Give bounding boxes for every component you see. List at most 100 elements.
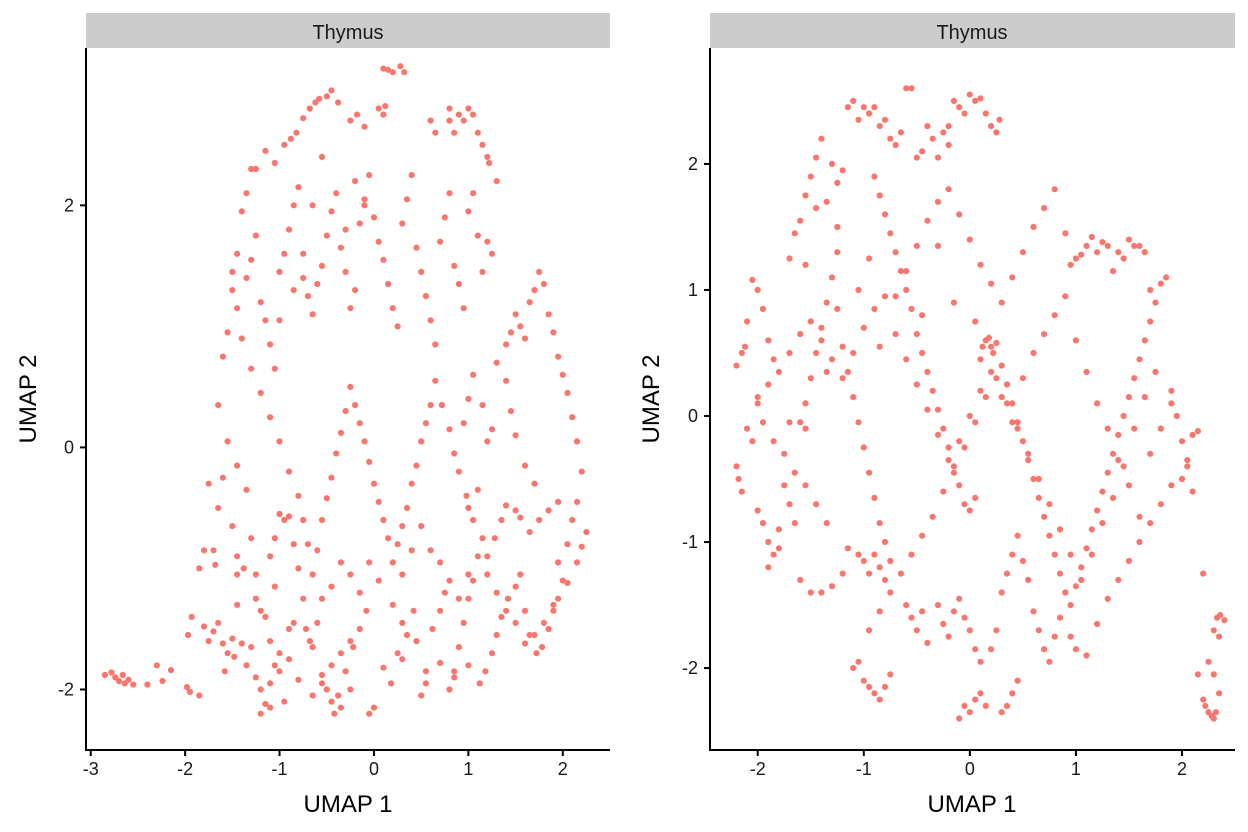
x-ticks: -3 -2 -1 0 1 2: [83, 750, 568, 779]
data-point: [1178, 438, 1186, 445]
data-point: [342, 226, 349, 233]
data-point: [451, 450, 458, 457]
data-point: [229, 523, 236, 530]
data-point: [876, 564, 883, 571]
data-point: [262, 613, 269, 621]
data-point: [866, 255, 873, 262]
data-point: [1067, 633, 1074, 640]
data-point: [1083, 242, 1090, 249]
data-point: [839, 343, 846, 350]
data-point: [791, 469, 798, 476]
data-point: [876, 520, 883, 527]
data-point: [314, 547, 321, 554]
data-point: [913, 242, 920, 249]
data-point: [1136, 356, 1143, 363]
data-point: [323, 495, 330, 502]
data-point: [493, 178, 500, 185]
data-point: [293, 129, 300, 136]
data-point: [394, 650, 401, 657]
data-point: [807, 318, 814, 325]
data-point: [474, 129, 481, 136]
data-point: [934, 154, 942, 161]
y-tick-label: -1: [682, 532, 698, 552]
data-point: [1083, 545, 1090, 552]
panel-right: Thymus -2 -1 0 1 2 -2 -1 0 1 2 UMAP 1 UMAP 2: [638, 13, 1235, 818]
data-point: [356, 589, 363, 596]
data-point: [887, 671, 894, 678]
data-point: [1046, 532, 1053, 539]
data-point: [285, 226, 293, 233]
data-point: [823, 198, 830, 205]
data-point: [474, 486, 481, 493]
data-point: [934, 406, 942, 413]
data-point: [1019, 438, 1026, 445]
data-point: [366, 458, 373, 465]
data-point: [913, 627, 920, 634]
data-point: [823, 520, 830, 527]
data-point: [834, 249, 841, 256]
data-point: [271, 583, 278, 590]
data-point: [759, 305, 767, 312]
data-point: [1072, 583, 1079, 590]
data-point: [950, 97, 958, 104]
data-point: [775, 368, 783, 375]
data-point: [521, 335, 529, 342]
data-point: [998, 589, 1005, 596]
data-point: [786, 349, 793, 357]
data-point: [1216, 690, 1223, 697]
data-point: [276, 650, 283, 657]
x-tick-label: -2: [177, 759, 193, 779]
data-point: [498, 516, 505, 524]
data-point: [1125, 557, 1132, 565]
data-point: [1168, 387, 1175, 394]
data-point: [290, 202, 297, 209]
data-point: [318, 262, 326, 269]
data-point: [903, 602, 910, 609]
data-point: [401, 69, 408, 76]
data-point: [375, 577, 382, 584]
data-point: [1094, 249, 1101, 256]
data-point: [1136, 513, 1143, 520]
data-point: [892, 331, 899, 338]
data-point: [215, 619, 222, 627]
data-point: [564, 389, 571, 396]
data-point: [945, 141, 952, 149]
data-point: [866, 469, 873, 476]
data-point: [125, 676, 132, 683]
data-point: [1056, 526, 1064, 533]
data-point: [770, 356, 777, 363]
data-point: [479, 535, 486, 542]
data-point: [375, 238, 382, 245]
data-point: [422, 668, 429, 675]
data-point: [1184, 457, 1191, 464]
data-point: [248, 644, 255, 651]
data-point: [1009, 274, 1016, 281]
data-point: [210, 628, 217, 635]
data-point: [484, 153, 491, 160]
data-point: [290, 287, 297, 294]
data-point: [781, 450, 788, 457]
data-point: [866, 683, 873, 691]
data-point: [361, 438, 368, 445]
data-point: [908, 551, 915, 558]
data-point: [1009, 551, 1016, 558]
data-point: [961, 444, 968, 451]
data-point: [945, 444, 952, 451]
data-point: [977, 356, 984, 363]
data-point: [791, 230, 798, 237]
data-point: [1078, 576, 1085, 584]
data-point: [1221, 617, 1228, 624]
data-point: [531, 631, 538, 639]
data-point: [238, 640, 245, 647]
data-point: [302, 625, 310, 633]
data-point: [813, 349, 820, 357]
data-point: [252, 571, 259, 578]
data-point: [569, 414, 576, 421]
data-point: [418, 268, 425, 275]
data-point: [337, 704, 344, 711]
x-ticks: -2 -1 0 1 2: [750, 750, 1187, 779]
data-point: [399, 619, 406, 627]
x-tick-label: 1: [1071, 759, 1081, 779]
data-point: [972, 696, 979, 703]
y-tick-label: -2: [58, 679, 74, 699]
